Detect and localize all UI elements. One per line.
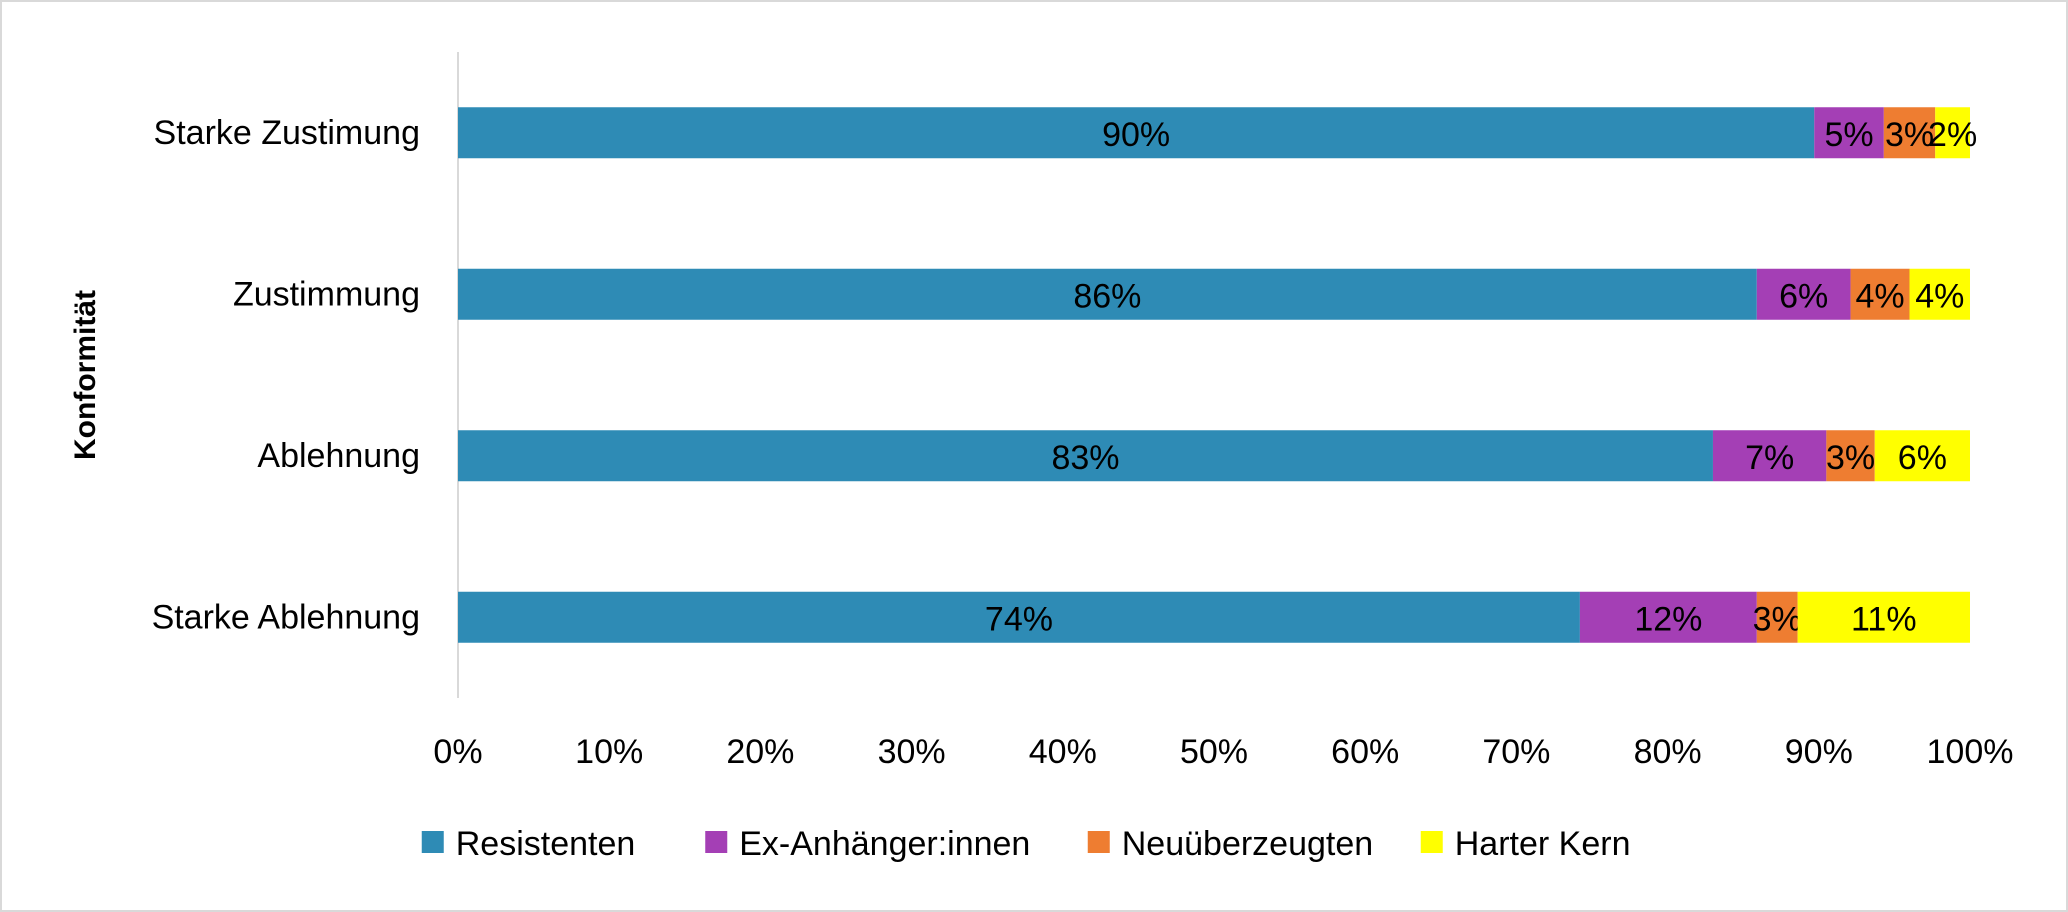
data-label-neuuberzeugten-starke-zustimung: 3% — [1885, 116, 1934, 154]
x-tick-label-0: 0% — [433, 733, 482, 771]
legend-label-resistenten: Resistenten — [456, 825, 636, 863]
category-label-starke-ablehnung: Starke Ablehnung — [152, 598, 420, 636]
x-tick-label-10: 100% — [1927, 733, 2014, 771]
data-label-harter-kern-zustimmung: 4% — [1915, 277, 1964, 315]
bar-ex-anhanger-innen-ablehnung — [1712, 430, 1827, 482]
legend-label-ex-anhanger-innen: Ex-Anhänger:innen — [739, 825, 1030, 863]
data-label-harter-kern-starke-ablehnung: 11% — [1851, 600, 1917, 638]
bar-neuuberzeugten-starke-zustimung — [1883, 107, 1936, 159]
bar-harter-kern-zustimmung — [1909, 268, 1970, 320]
x-tick-label-2: 20% — [726, 733, 794, 771]
data-label-harter-kern-starke-zustimung: 2% — [1928, 116, 1977, 154]
data-label-harter-kern-ablehnung: 6% — [1898, 439, 1947, 477]
data-label-ex-anhanger-innen-starke-zustimung: 5% — [1824, 116, 1873, 154]
x-tick-label-9: 90% — [1785, 733, 1853, 771]
legend-swatch-resistenten — [421, 831, 444, 853]
bar-ex-anhanger-innen-zustimmung — [1756, 268, 1851, 320]
bar-resistenten-starke-zustimung — [458, 107, 1815, 159]
legend-swatch-harter-kern — [1420, 831, 1443, 853]
data-label-ex-anhanger-innen-ablehnung: 7% — [1745, 439, 1794, 477]
y-axis-title: Konformität — [69, 290, 102, 460]
data-label-resistenten-starke-ablehnung: 74% — [985, 600, 1053, 638]
bar-neuuberzeugten-starke-ablehnung — [1756, 591, 1798, 643]
data-label-resistenten-ablehnung: 83% — [1051, 439, 1119, 477]
bar-neuuberzeugten-ablehnung — [1826, 430, 1875, 482]
data-label-resistenten-zustimmung: 86% — [1073, 277, 1141, 315]
data-label-neuuberzeugten-zustimmung: 4% — [1855, 277, 1904, 315]
data-label-resistenten-starke-zustimung: 90% — [1102, 116, 1170, 154]
legend-swatch-ex-anhanger-innen — [705, 831, 728, 853]
data-label-neuuberzeugten-starke-ablehnung: 3% — [1753, 600, 1802, 638]
bar-harter-kern-ablehnung — [1874, 430, 1970, 482]
bar-resistenten-ablehnung — [458, 430, 1713, 482]
category-label-ablehnung: Ablehnung — [257, 437, 420, 475]
x-tick-label-1: 10% — [575, 733, 643, 771]
x-tick-label-5: 50% — [1180, 733, 1248, 771]
x-tick-label-6: 60% — [1331, 733, 1399, 771]
bar-resistenten-zustimmung — [458, 268, 1757, 320]
category-label-zustimmung: Zustimmung — [233, 275, 420, 313]
bar-ex-anhanger-innen-starke-ablehnung — [1579, 591, 1757, 643]
bar-neuuberzeugten-zustimmung — [1850, 268, 1910, 320]
legend-label-harter-kern: Harter Kern — [1455, 825, 1631, 863]
x-tick-label-7: 70% — [1482, 733, 1550, 771]
bar-ex-anhanger-innen-starke-zustimung — [1814, 107, 1884, 159]
bar-resistenten-starke-ablehnung — [458, 591, 1580, 643]
category-label-starke-zustimung: Starke Zustimung — [154, 114, 420, 152]
x-tick-label-8: 80% — [1634, 733, 1702, 771]
bar-harter-kern-starke-zustimung — [1935, 107, 1970, 159]
bar-harter-kern-starke-ablehnung — [1797, 591, 1970, 643]
legend-swatch-neuuberzeugten — [1087, 831, 1110, 853]
x-tick-label-3: 30% — [878, 733, 946, 771]
legend-label-neuuberzeugten: Neuüberzeugten — [1122, 825, 1373, 863]
x-tick-label-4: 40% — [1029, 733, 1097, 771]
data-label-ex-anhanger-innen-starke-ablehnung: 12% — [1634, 600, 1702, 638]
data-label-ex-anhanger-innen-zustimmung: 6% — [1779, 277, 1828, 315]
data-label-neuuberzeugten-ablehnung: 3% — [1826, 439, 1875, 477]
